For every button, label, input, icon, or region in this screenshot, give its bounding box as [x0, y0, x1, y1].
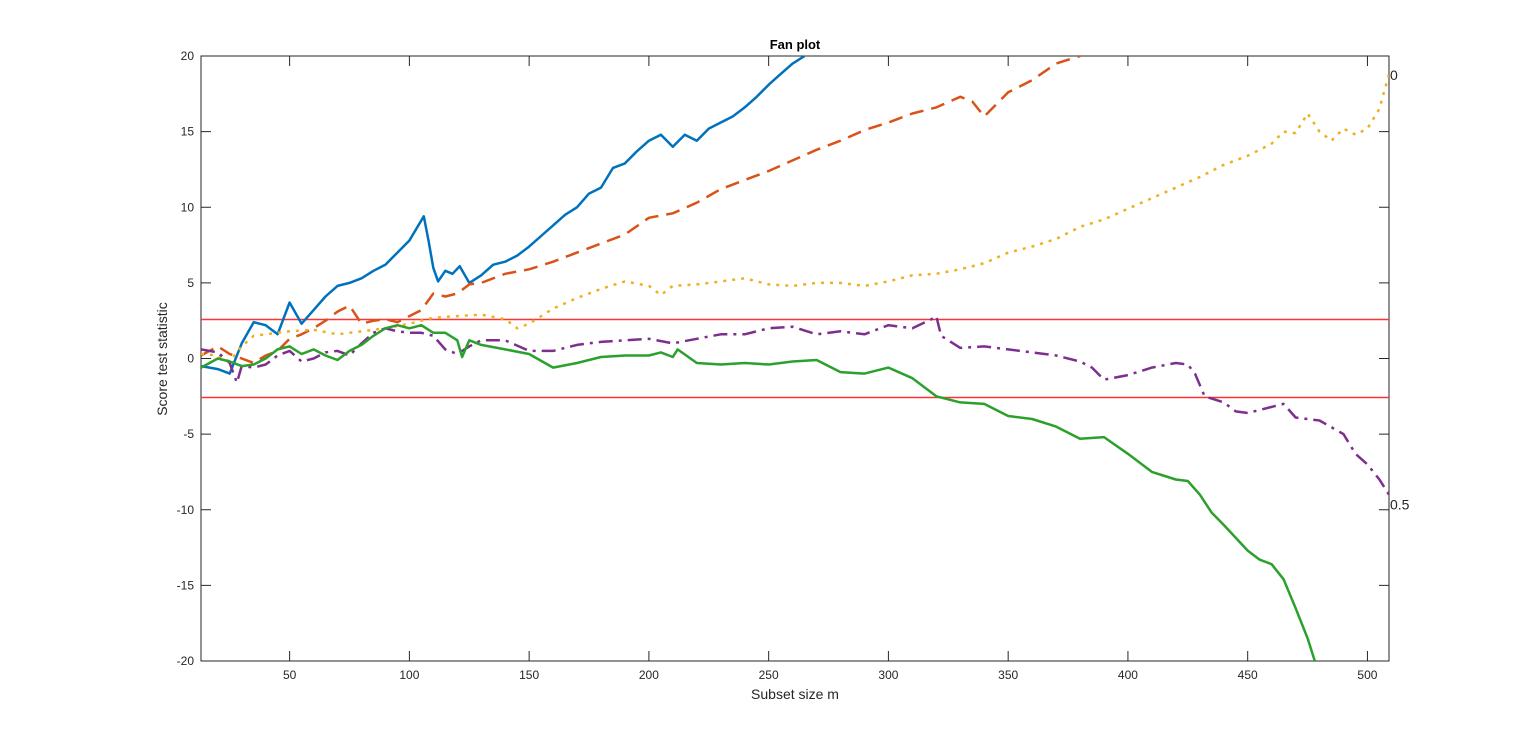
- lambda-0.5-neg-line: [201, 56, 1081, 365]
- curve-labels: 00.5: [1390, 67, 1410, 513]
- series-lines: [201, 56, 1389, 661]
- y-tick-label: -5: [183, 427, 194, 441]
- y-tick-label: 10: [181, 200, 195, 214]
- x-axis-label: Subset size m: [751, 686, 839, 702]
- y-axis-label: Score test statistic: [154, 302, 170, 416]
- y-tick-label: 0: [187, 352, 194, 366]
- x-tick-label: 100: [399, 668, 419, 682]
- x-tick-label: 300: [878, 668, 898, 682]
- axes-box: [200, 55, 1390, 662]
- y-tick-label: -15: [177, 578, 195, 592]
- y-tick-label: -10: [177, 503, 195, 517]
- lambda-0.5-line: [201, 314, 1389, 496]
- reference-band-lines: [201, 318, 1389, 399]
- x-tick-label: 450: [1238, 668, 1258, 682]
- x-tick-label: 350: [998, 668, 1018, 682]
- x-tick-label: 400: [1118, 668, 1138, 682]
- lambda-0-line: [201, 73, 1389, 363]
- lambda-1-line: [201, 56, 806, 375]
- plot-area: 50 100 150 200 250 300 350 400 450 500 -20-15-10-…: [177, 49, 1410, 682]
- curve-label: 0: [1390, 67, 1398, 83]
- y-tick-label: -20: [177, 654, 195, 668]
- lambda-1-neg-line: [201, 323, 1316, 661]
- y-tick-label: 15: [181, 125, 195, 139]
- x-tick-label: 200: [639, 668, 659, 682]
- y-tick-label: 20: [181, 49, 195, 63]
- x-tick-label: 150: [519, 668, 539, 682]
- x-axis-ticks: 50 100 150 200 250 300 350 400 450 500: [283, 56, 1378, 682]
- x-tick-label: 500: [1357, 668, 1377, 682]
- x-tick-label: 250: [759, 668, 779, 682]
- y-tick-label: 5: [187, 276, 194, 290]
- curve-label: 0.5: [1390, 497, 1410, 513]
- chart-title: Fan plot: [770, 37, 821, 52]
- x-tick-label: 50: [283, 668, 297, 682]
- y-axis-ticks: -20 -15 -10 -5 0 5 10 15 20: [177, 49, 1389, 668]
